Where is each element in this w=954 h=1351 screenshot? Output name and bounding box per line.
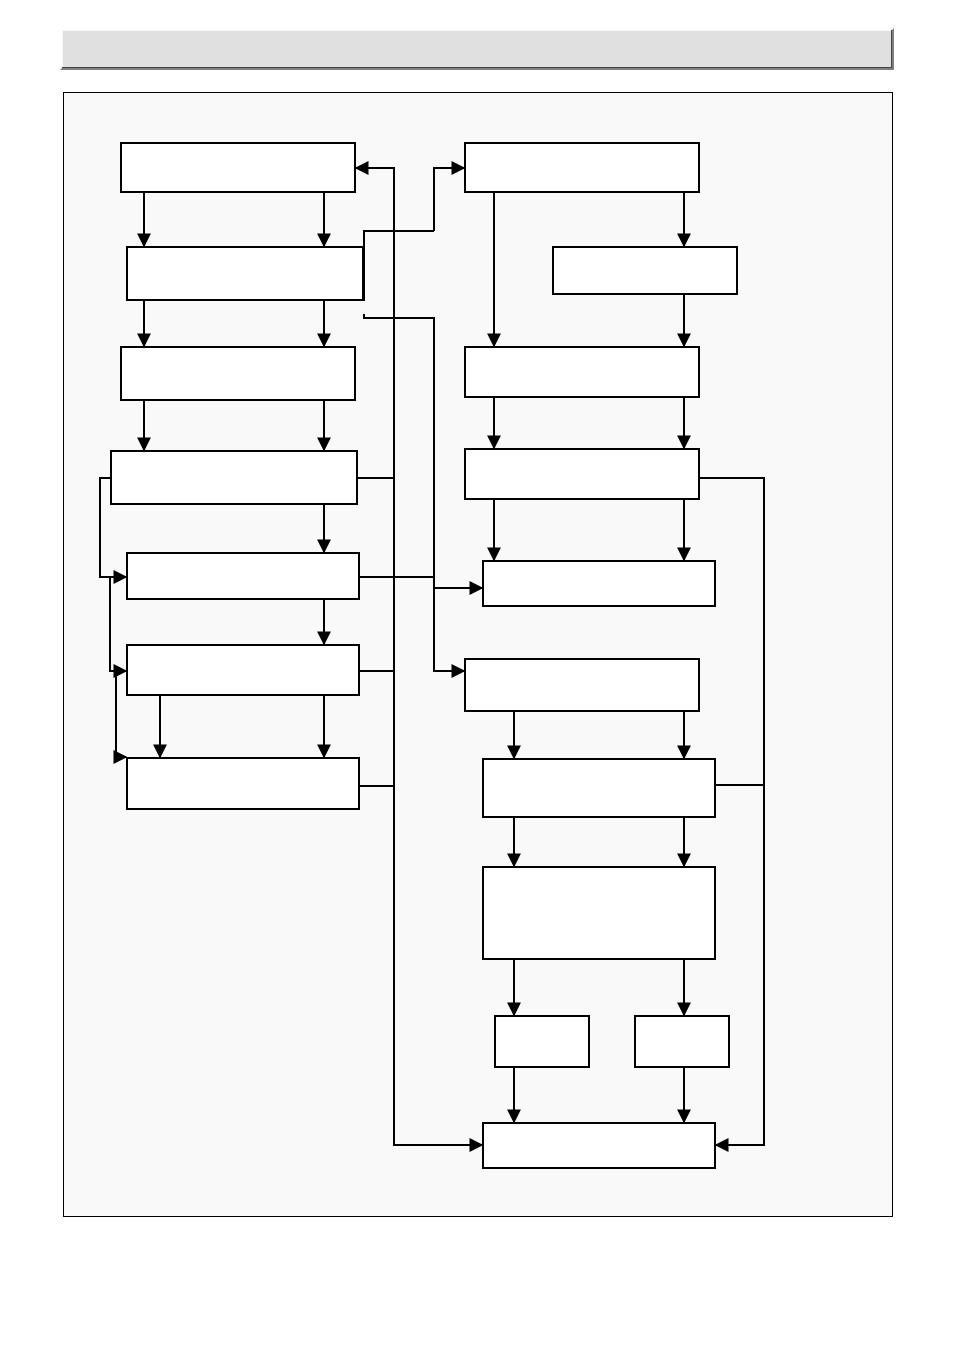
- flowchart-edge: [364, 314, 464, 671]
- flowchart-edge: [364, 231, 434, 301]
- flowchart-edge: [360, 588, 394, 671]
- flowchart-node: [482, 560, 716, 607]
- flowchart-edge: [116, 671, 126, 757]
- flowchart-node: [482, 1122, 716, 1169]
- flowchart-node: [120, 142, 356, 193]
- flowchart-node: [126, 757, 360, 810]
- flowchart-edge: [356, 168, 394, 1098]
- diagram-canvas: [64, 93, 892, 1216]
- flowchart-edge: [394, 1098, 482, 1145]
- flowchart-node: [552, 246, 738, 295]
- flowchart-edge: [434, 168, 464, 231]
- flowchart-node: [464, 658, 700, 712]
- flowchart-node: [494, 1015, 590, 1068]
- flowchart-node: [126, 246, 364, 301]
- flowchart-node: [464, 346, 700, 398]
- flowchart-node: [126, 552, 360, 600]
- header-bar: [60, 28, 894, 70]
- flowchart-edge: [358, 478, 394, 588]
- flowchart-edge: [110, 577, 126, 671]
- flowchart-edge: [700, 785, 764, 1145]
- flowchart-edge: [360, 577, 482, 588]
- flowchart-node: [120, 346, 356, 401]
- flowchart-edge: [360, 588, 394, 786]
- flowchart-node: [464, 142, 700, 193]
- flowchart-node: [482, 758, 716, 818]
- diagram-frame: [63, 92, 893, 1217]
- flowchart-node: [464, 448, 700, 500]
- flowchart-node: [126, 644, 360, 696]
- flowchart-node: [634, 1015, 730, 1068]
- flowchart-node: [110, 450, 358, 505]
- flowchart-node: [482, 866, 716, 960]
